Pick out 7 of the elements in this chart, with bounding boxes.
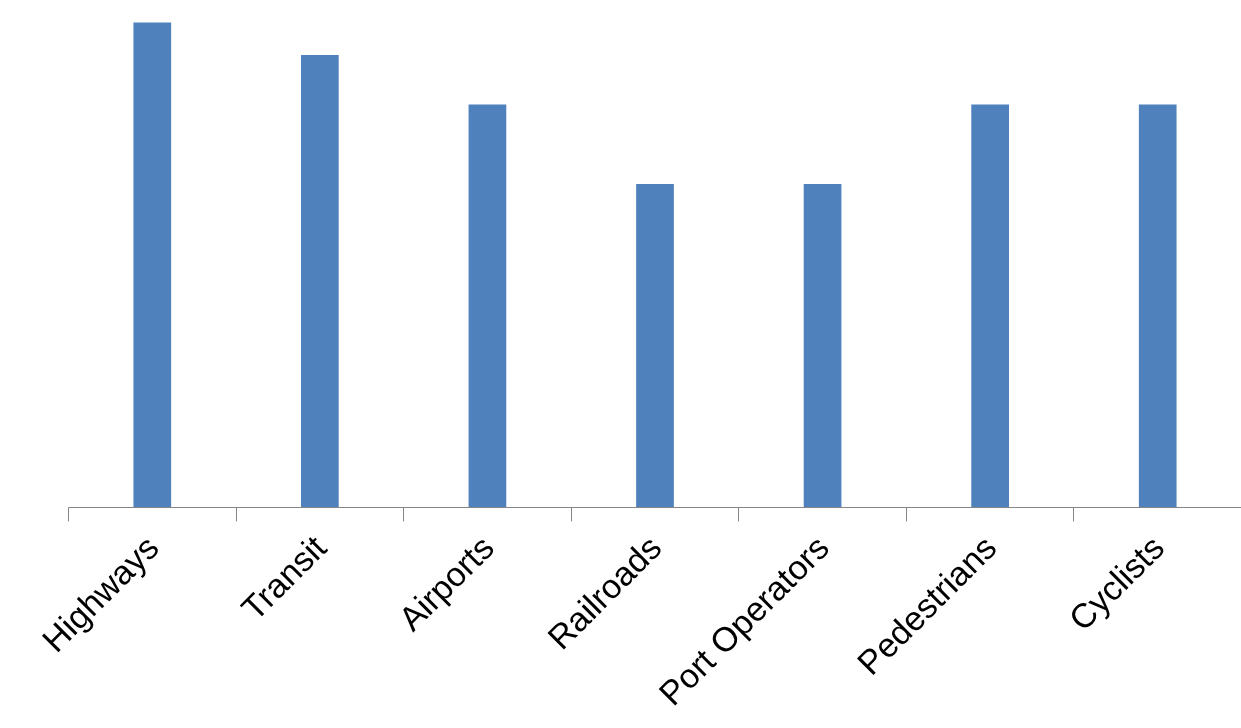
bar: [803, 184, 842, 508]
bar: [301, 55, 339, 508]
bar: [971, 104, 1009, 508]
bar: [468, 104, 507, 508]
bar: [1138, 104, 1177, 508]
bar: [636, 184, 674, 508]
bar: [133, 22, 172, 508]
